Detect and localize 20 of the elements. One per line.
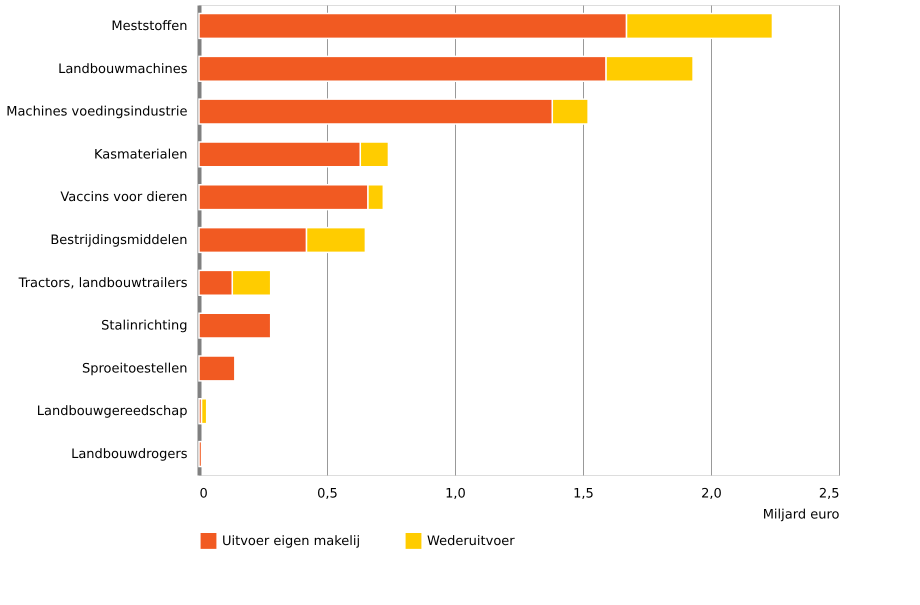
legend-label: Wederuitvoer	[427, 534, 516, 549]
y-tick-label: Bestrijdingsmiddelen	[50, 233, 188, 248]
y-tick-label: Sproeitoestellen	[82, 361, 188, 376]
x-tick-label: 0,5	[317, 486, 338, 502]
x-tick-label: 0	[200, 486, 208, 502]
y-tick-label: Kasmaterialen	[94, 147, 188, 162]
x-tick-label: 1,5	[573, 486, 594, 502]
y-tick-label: Stalinrichting	[101, 318, 188, 334]
y-tick-label: Landbouwdrogers	[71, 447, 188, 462]
y-tick-label: Tractors, landbouwtrailers	[18, 276, 188, 291]
y-tick-label: Meststoffen	[111, 18, 188, 34]
x-tick-label: 1,0	[445, 486, 466, 502]
y-tick-label: Landbouwmachines	[58, 62, 188, 77]
y-tick-label: Vaccins voor dieren	[60, 190, 188, 206]
x-axis-title: Miljard euro	[762, 508, 840, 522]
legend-label: Uitvoer eigen makelij	[222, 534, 360, 549]
x-tick-label: 2,5	[818, 486, 840, 502]
y-tick-label: Landbouwgereedschap	[36, 404, 188, 420]
y-tick-label: Machines voedingsindustrie	[6, 104, 188, 120]
x-tick-label: 2,0	[701, 486, 722, 502]
